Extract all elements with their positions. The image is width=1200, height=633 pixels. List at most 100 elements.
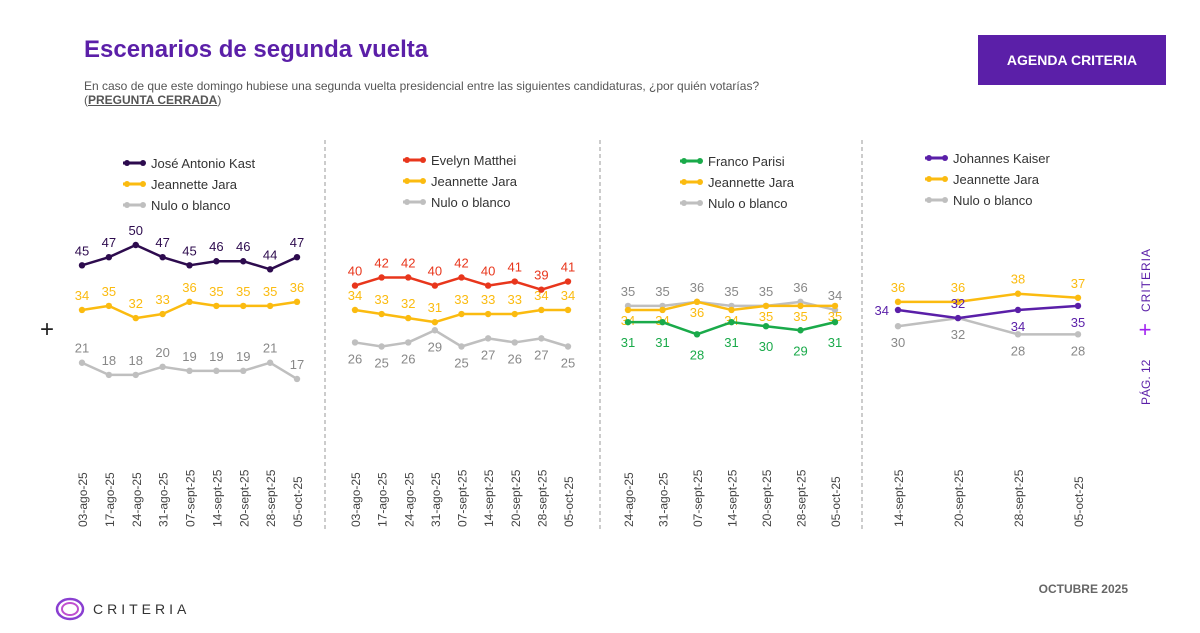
data-point [484,335,492,342]
data-point [1014,306,1022,314]
data-label: 36 [290,280,304,295]
data-label: 19 [236,349,250,364]
data-point [762,302,770,310]
data-point [1014,290,1022,297]
data-label: 34 [348,288,362,303]
subtitle-text: En caso de que este domingo hubiese una … [84,79,760,93]
data-label: 42 [401,255,415,270]
data-point [693,298,701,306]
data-label: 25 [374,356,388,371]
legend-marker [140,181,146,187]
series-line [898,292,1079,304]
legend-marker [420,199,426,205]
data-label: 32 [401,296,415,311]
legend-marker [681,179,687,185]
data-point [484,282,492,289]
x-tick-label: 28-sept-25 [1012,469,1026,527]
data-label: 29 [428,339,442,354]
data-point [159,363,166,370]
x-tick-label: 31-ago-25 [157,472,171,527]
x-tick-label: 05-oct-25 [562,476,576,527]
data-point [1074,331,1082,338]
data-label: 34 [875,303,889,318]
series-line [897,316,1078,336]
data-point [564,306,572,314]
data-label: 36 [793,280,807,295]
data-label: 19 [182,349,196,364]
x-tick-label: 17-ago-25 [376,472,390,527]
legend-label: Nulo o blanco [151,198,231,213]
data-label: 36 [891,280,905,295]
data-label: 34 [1011,319,1025,334]
data-point [624,306,632,314]
data-label: 34 [828,288,842,303]
data-label: 45 [75,243,89,258]
legend-label: Jeannette Jara [953,172,1040,187]
x-tick-label: 31-ago-25 [429,472,443,527]
data-point [351,282,359,289]
data-label: 34 [75,288,89,303]
x-tick-label: 03-ago-25 [349,472,363,527]
data-point [564,278,572,285]
data-label: 31 [428,300,442,315]
data-label: 35 [655,284,669,299]
legend-label: Jeannette Jara [431,174,518,189]
data-point [894,306,902,314]
data-point [431,318,439,326]
data-point [186,298,193,306]
data-point [484,310,492,318]
x-tick-label: 24-ago-25 [622,472,636,527]
data-point [266,359,274,366]
data-point [240,302,247,310]
data-label: 26 [348,351,362,366]
data-label: 26 [401,351,415,366]
data-point [797,302,804,310]
data-label: 35 [793,309,807,324]
data-point [378,343,385,350]
data-label: 41 [561,260,575,275]
data-label: 33 [481,292,495,307]
legend-marker [681,158,687,164]
data-point [351,339,359,346]
data-point [511,278,518,285]
data-point [431,282,439,289]
legend-marker [926,176,932,182]
data-label: 17 [290,357,304,372]
data-label: 46 [209,239,223,254]
data-label: 20 [155,345,169,360]
data-label: 30 [891,335,905,350]
x-tick-label: 07-sept-25 [184,469,198,527]
x-tick-label: 14-sept-25 [892,469,906,527]
data-label: 21 [263,341,277,356]
data-label: 31 [828,335,842,350]
data-point [378,274,385,281]
data-point [728,306,735,314]
data-point [1014,331,1022,338]
series-line [897,304,1079,320]
data-label: 29 [793,343,807,358]
data-point [213,258,220,265]
legend-marker [942,155,948,161]
data-label: 35 [724,284,738,299]
data-point [405,339,412,346]
data-label: 40 [481,264,495,279]
legend-marker [140,160,146,166]
data-label: 35 [1071,315,1085,330]
x-tick-label: 05-oct-25 [829,476,843,527]
x-tick-label: 07-sept-25 [691,469,705,527]
data-point [159,310,166,318]
legend-label: Nulo o blanco [953,193,1033,208]
data-label: 45 [182,243,196,258]
data-label: 34 [534,288,548,303]
legend-marker [124,160,130,166]
data-point [186,262,193,269]
data-point [213,367,220,375]
data-label: 18 [129,353,143,368]
data-point [624,318,632,326]
data-label: 40 [428,264,442,279]
page-title: Escenarios de segunda vuelta [84,36,429,63]
legend-label: Nulo o blanco [708,196,788,211]
x-tick-label: 05-oct-25 [1072,476,1086,527]
